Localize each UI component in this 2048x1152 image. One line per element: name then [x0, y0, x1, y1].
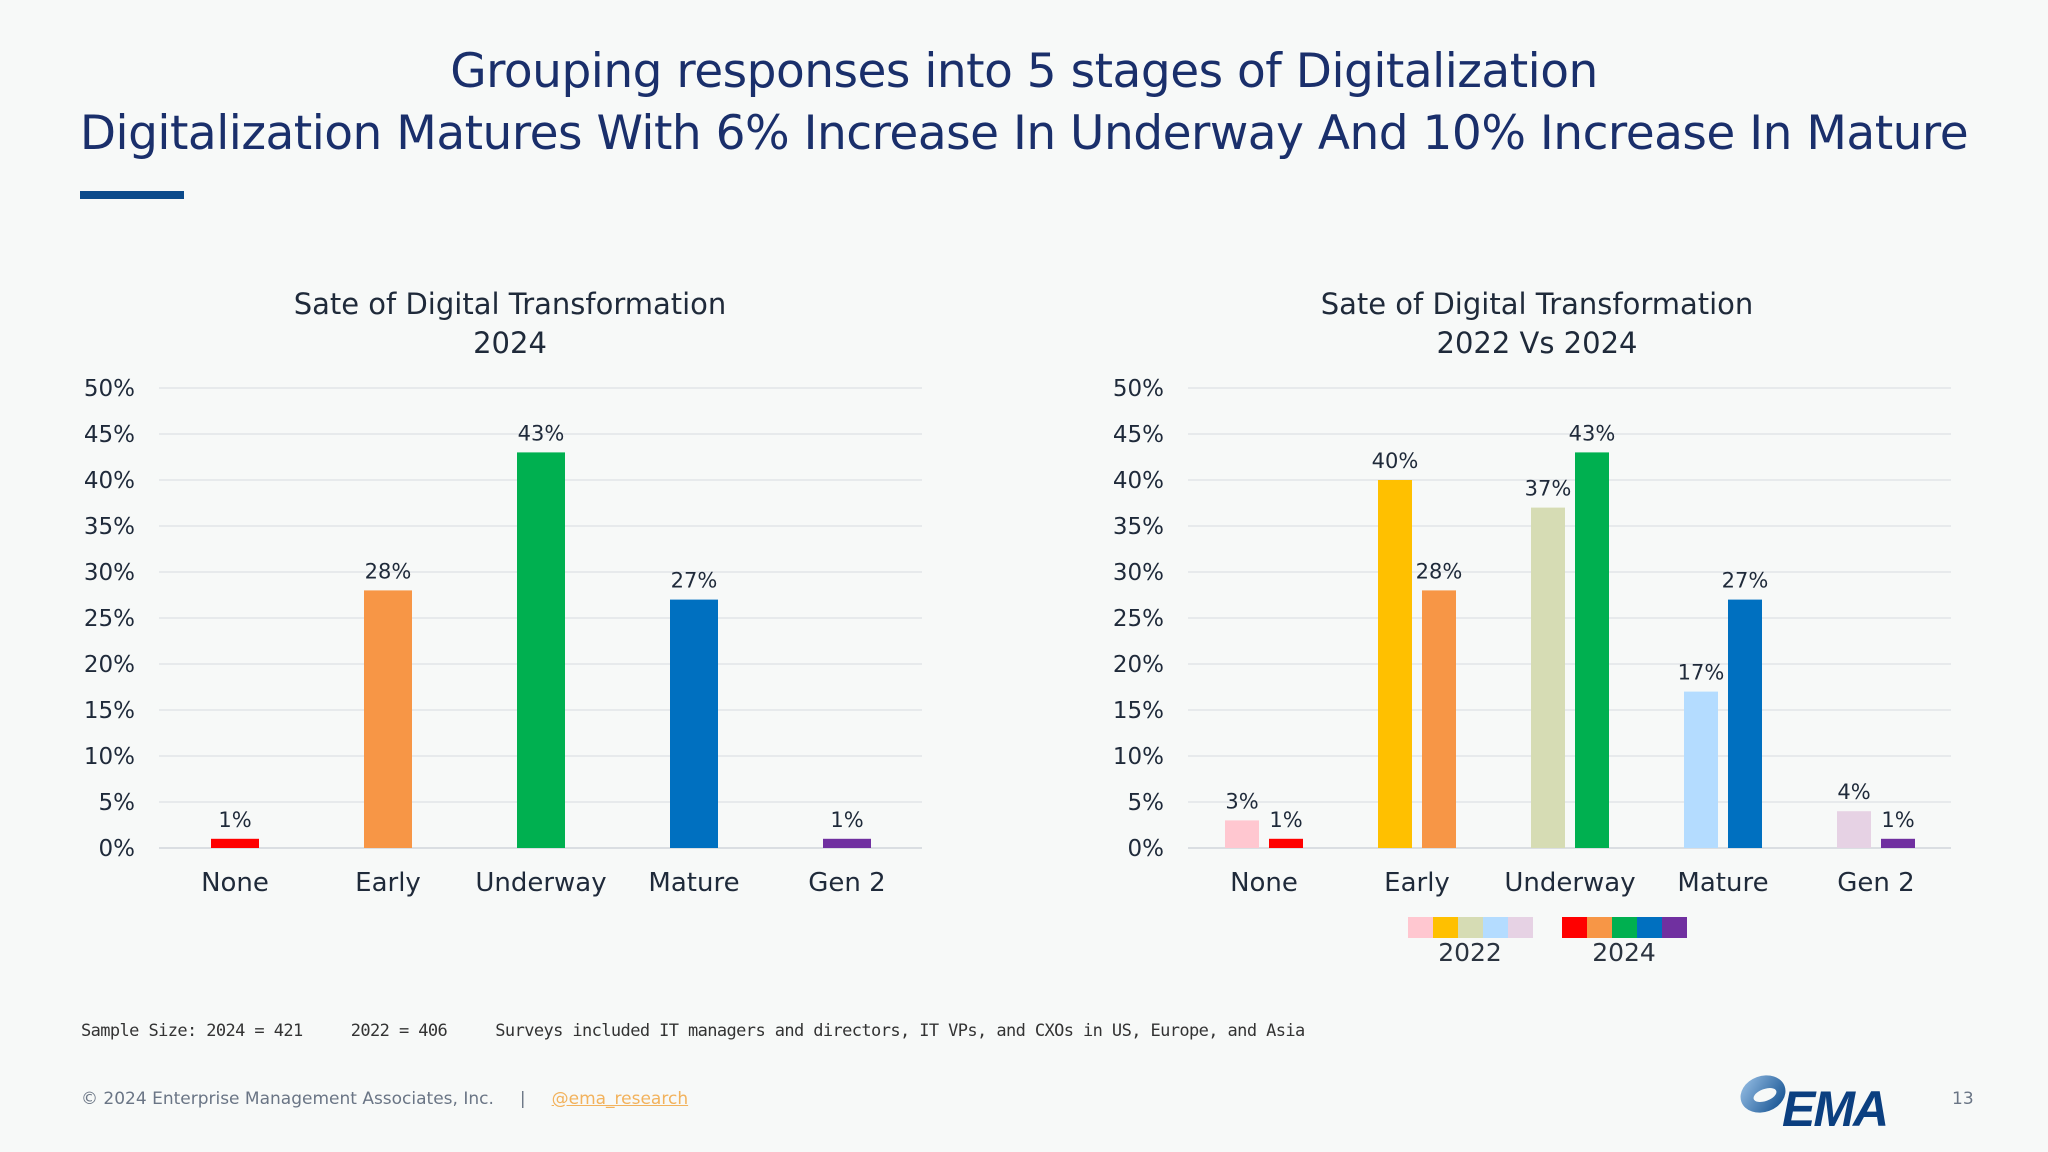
accent-bar [80, 191, 184, 199]
x-tick-label: Mature [1677, 868, 1768, 898]
y-tick-label: 35% [84, 514, 135, 540]
legend-swatch [1662, 917, 1687, 938]
y-tick-label: 30% [84, 560, 135, 586]
legend-swatch [1562, 917, 1587, 938]
legend: 2022 2024 [1408, 917, 1687, 967]
data-label: 43% [518, 421, 565, 445]
data-label: 37% [1525, 477, 1572, 501]
y-tick-label: 50% [1113, 376, 1164, 402]
y-tick-label: 15% [84, 698, 135, 724]
y-tick-label: 25% [1113, 606, 1164, 632]
bar-underway [517, 452, 565, 848]
bar-2024-none [1269, 838, 1303, 848]
bar-early [364, 590, 412, 848]
y-tick-label: 0% [99, 836, 136, 862]
data-label: 1% [218, 808, 251, 832]
legend-swatch [1483, 917, 1508, 938]
x-tick-label: None [1230, 868, 1298, 898]
y-tick-label: 10% [84, 744, 135, 770]
y-tick-label: 45% [1113, 422, 1164, 448]
y-tick-label: 35% [1113, 514, 1164, 540]
page-number: 13 [1952, 1089, 1974, 1109]
data-label: 1% [830, 808, 863, 832]
data-label: 40% [1372, 449, 1419, 473]
legend-swatch [1508, 917, 1533, 938]
y-tick-label: 30% [1113, 560, 1164, 586]
bar-2022-gen2 [1837, 811, 1871, 848]
bar-2024-mature [1728, 599, 1762, 848]
legend-swatch [1408, 917, 1433, 938]
data-label: 27% [1722, 569, 1769, 593]
y-tick-label: 40% [84, 468, 135, 494]
legend-label-2022: 2022 [1438, 938, 1502, 967]
legend-swatch [1612, 917, 1637, 938]
data-label: 1% [1269, 808, 1302, 832]
y-tick-label: 10% [1113, 744, 1164, 770]
legend-swatch [1458, 917, 1483, 938]
bar-2024-early [1422, 590, 1456, 848]
data-label: 4% [1837, 780, 1870, 804]
chart2-subtitle: 2022 Vs 2024 [1437, 326, 1638, 360]
legend-swatch [1587, 917, 1612, 938]
bar-2022-early [1378, 480, 1412, 848]
footnote: Sample Size: 2024 = 421 2022 = 406 Surve… [81, 1021, 1305, 1041]
x-tick-label: Underway [475, 868, 606, 898]
bar-none [211, 838, 259, 848]
x-tick-label: None [201, 868, 269, 898]
bar-2022-underway [1531, 507, 1565, 848]
chart2-title: Sate of Digital Transformation [1321, 287, 1754, 321]
bar-gen2 [823, 838, 871, 848]
y-tick-label: 5% [1128, 790, 1165, 816]
data-label: 27% [671, 569, 718, 593]
data-label: 28% [365, 559, 412, 583]
x-tick-label: Gen 2 [1837, 868, 1914, 898]
y-tick-label: 5% [99, 790, 136, 816]
twitter-handle-link[interactable]: @ema_research [551, 1089, 689, 1109]
slide-title: Grouping responses into 5 stages of Digi… [450, 44, 1598, 99]
legend-swatch [1637, 917, 1662, 938]
bar-2022-mature [1684, 691, 1718, 848]
y-tick-label: 25% [84, 606, 135, 632]
data-label: 43% [1569, 421, 1616, 445]
x-tick-label: Underway [1504, 868, 1635, 898]
y-tick-label: 50% [84, 376, 135, 402]
y-tick-label: 45% [84, 422, 135, 448]
bar-2022-none [1225, 820, 1259, 848]
data-label: 28% [1416, 559, 1463, 583]
y-tick-label: 15% [1113, 698, 1164, 724]
x-tick-label: Gen 2 [808, 868, 885, 898]
ema-logo: EMA [1740, 1075, 1889, 1132]
footer: © 2024 Enterprise Management Associates,… [81, 1089, 688, 1109]
bar-mature [670, 599, 718, 848]
data-label: 3% [1225, 789, 1258, 813]
y-tick-label: 40% [1113, 468, 1164, 494]
y-tick-label: 0% [1128, 836, 1165, 862]
legend-swatch [1433, 917, 1458, 938]
x-tick-label: Early [355, 868, 421, 898]
y-tick-label: 20% [1113, 652, 1164, 678]
copyright: © 2024 Enterprise Management Associates,… [81, 1089, 494, 1109]
slide-subtitle: Digitalization Matures With 6% Increase … [79, 106, 1969, 161]
x-tick-label: Early [1384, 868, 1450, 898]
legend-label-2024: 2024 [1592, 938, 1656, 967]
chart1-title: Sate of Digital Transformation [294, 287, 727, 321]
y-tick-label: 20% [84, 652, 135, 678]
x-tick-label: Mature [648, 868, 739, 898]
bar-2024-underway [1575, 452, 1609, 848]
separator: | [519, 1089, 526, 1109]
data-label: 1% [1881, 808, 1914, 832]
chart1-subtitle: 2024 [473, 326, 547, 360]
bar-2024-gen2 [1881, 838, 1915, 848]
svg-text:EMA: EMA [1782, 1081, 1887, 1132]
data-label: 17% [1678, 661, 1725, 685]
